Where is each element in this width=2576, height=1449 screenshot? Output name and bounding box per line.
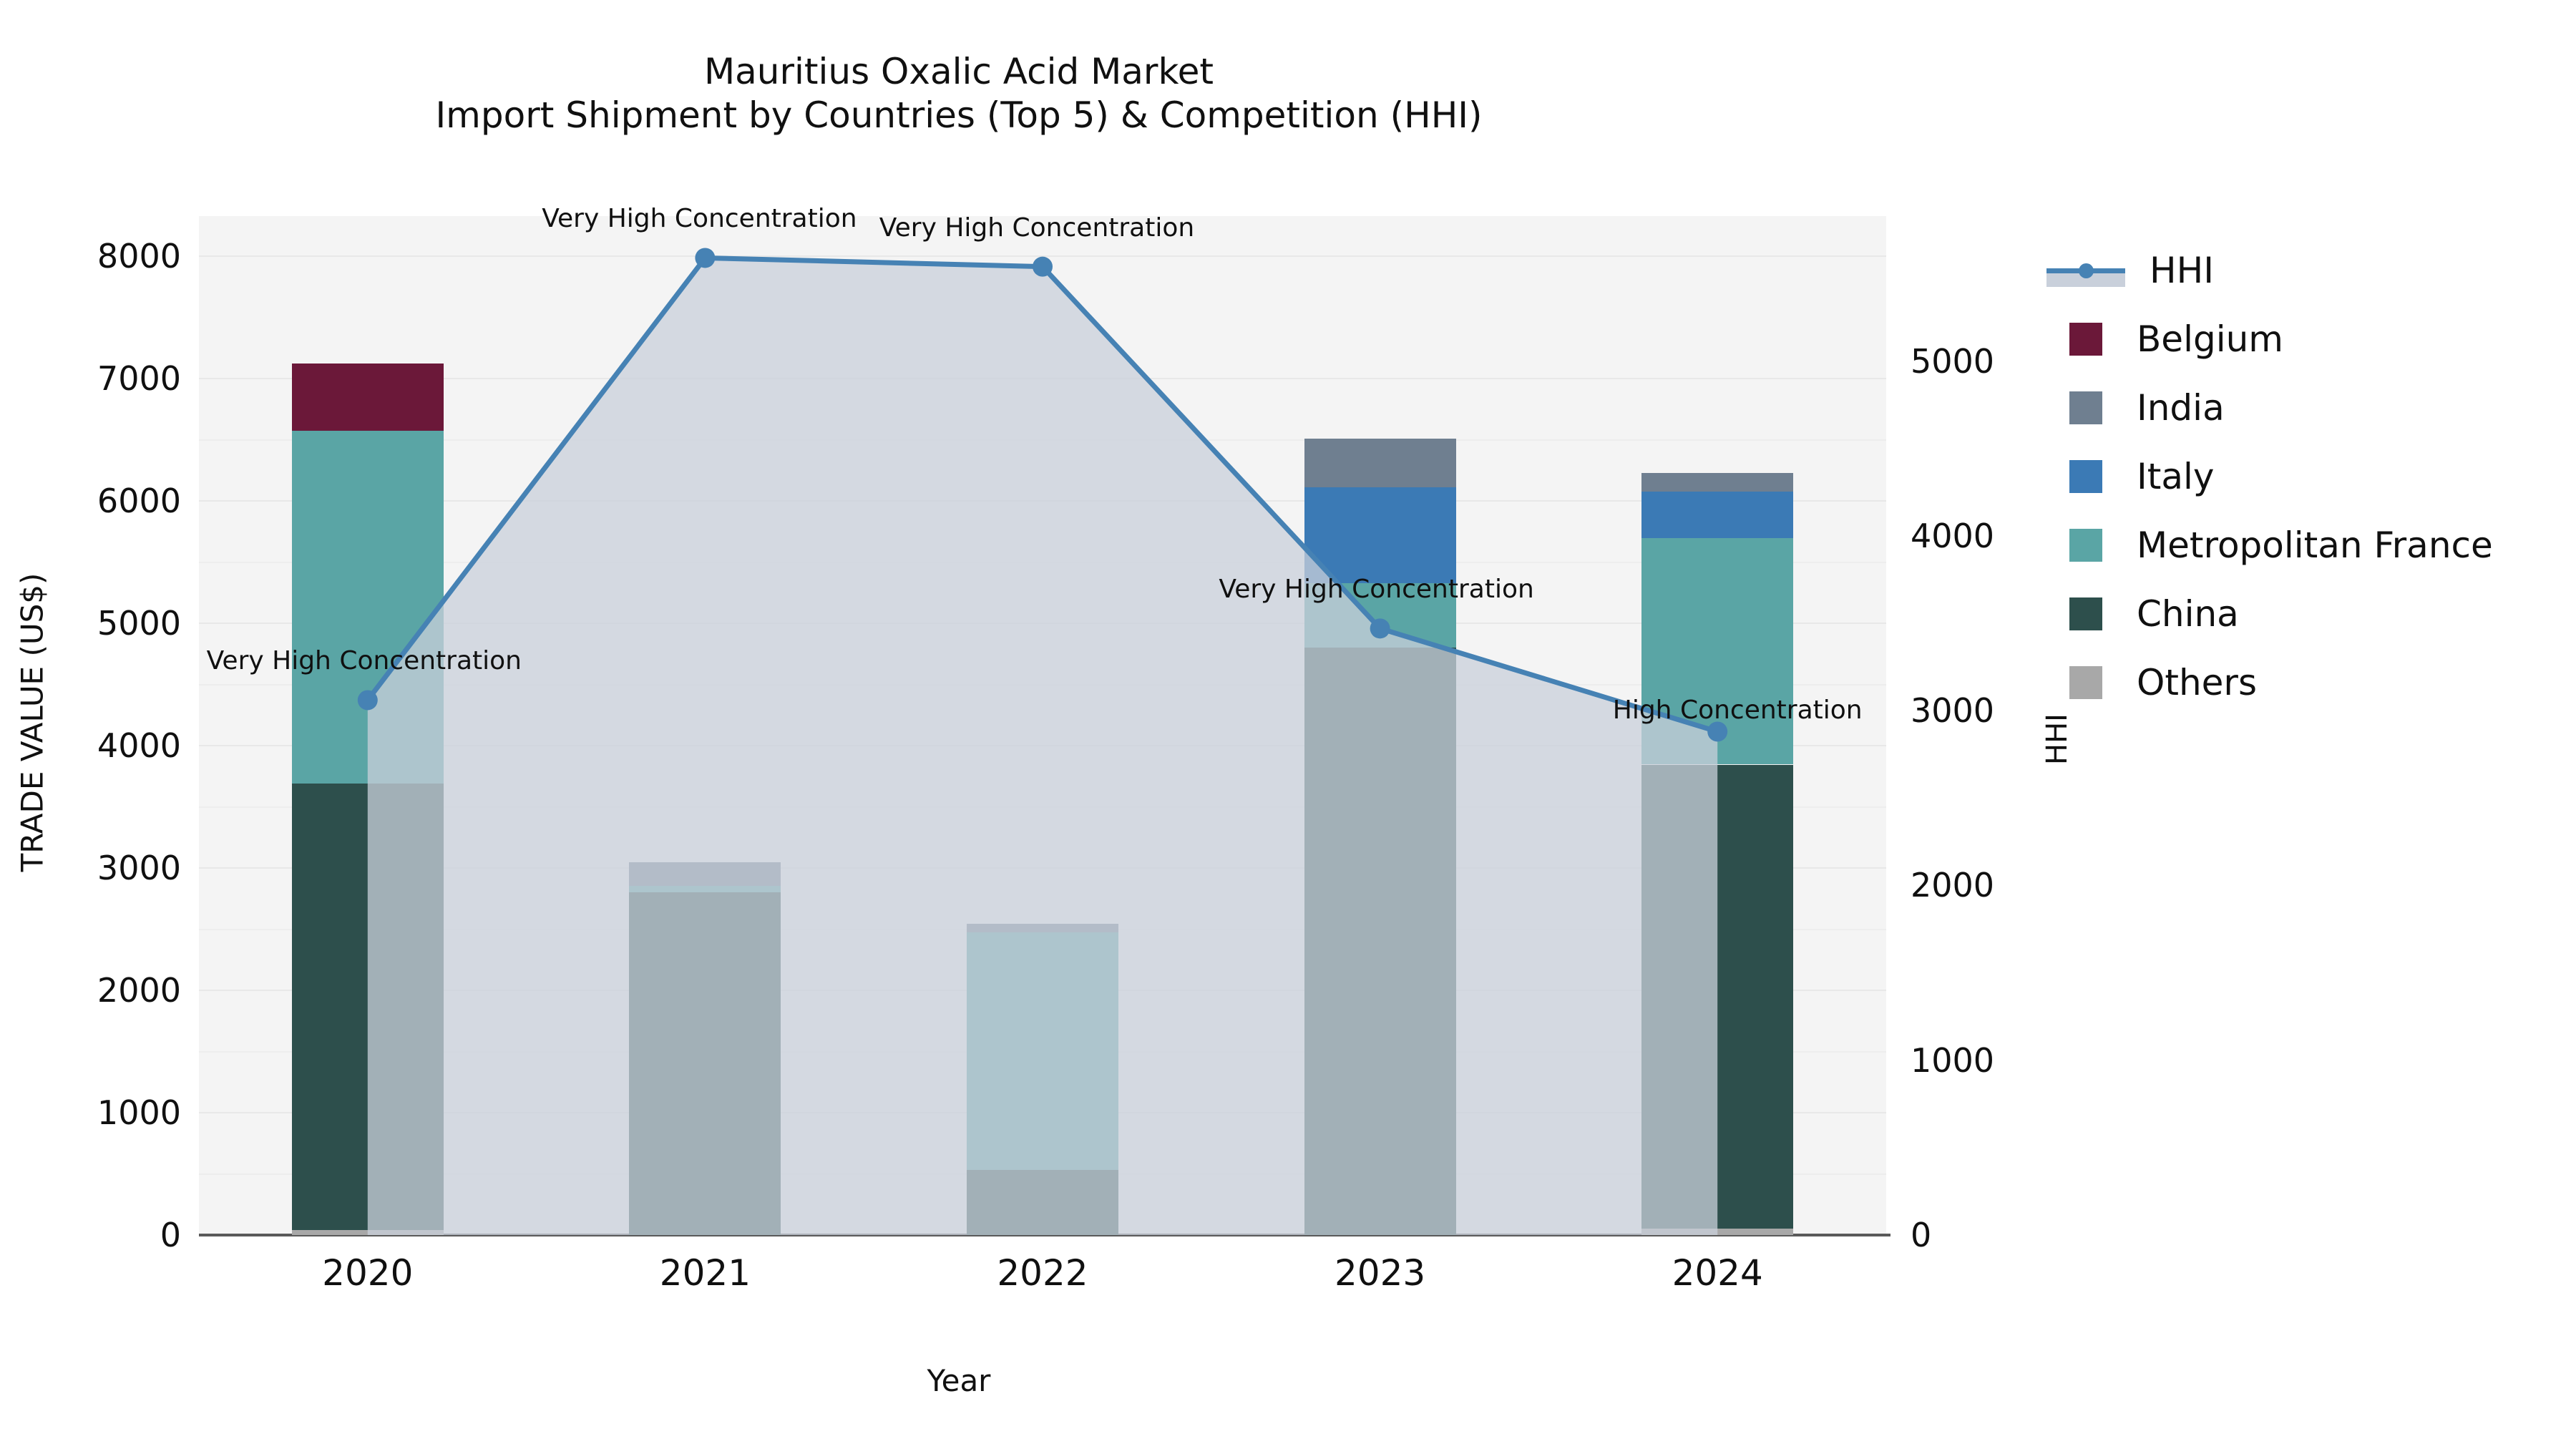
y-axis-tick-label: 1000 xyxy=(97,1093,181,1132)
y-axis-tick-label: 3000 xyxy=(97,849,181,887)
hhi-annotation: Very High Concentration xyxy=(542,204,857,234)
legend-swatch-icon xyxy=(2069,460,2102,493)
y-axis-tick-label: 2000 xyxy=(97,971,181,1010)
y-axis-tick-label: 5000 xyxy=(97,604,181,643)
legend-item[interactable]: Italy xyxy=(2046,442,2493,511)
hhi-marker[interactable] xyxy=(1033,256,1053,277)
x-axis-tick-label: 2024 xyxy=(1672,1252,1763,1294)
y2-axis-tick-label: 2000 xyxy=(1911,866,1995,905)
legend-item[interactable]: China xyxy=(2046,580,2493,648)
x-axis-tick-label: 2022 xyxy=(997,1252,1088,1294)
hhi-marker[interactable] xyxy=(357,690,378,711)
y2-axis-tick-label: 1000 xyxy=(1911,1040,1995,1080)
bar-segment[interactable] xyxy=(1641,492,1794,539)
legend-item-label: Italy xyxy=(2137,456,2215,497)
legend-swatch-icon xyxy=(2069,529,2102,562)
y2-axis-tick-label: 5000 xyxy=(1911,341,1995,381)
hhi-annotation: High Concentration xyxy=(1612,696,1863,726)
hhi-marker[interactable] xyxy=(1707,721,1728,742)
legend-item-label: Metropolitan France xyxy=(2137,525,2493,566)
x-axis-tick-label: 2021 xyxy=(659,1252,751,1294)
hhi-marker[interactable] xyxy=(1370,618,1390,639)
hhi-overlay xyxy=(357,248,1728,1235)
legend-item-label: China xyxy=(2137,593,2239,635)
hhi-area xyxy=(367,258,1718,1235)
legend-item[interactable]: India xyxy=(2046,374,2493,442)
chart-title: Mauritius Oxalic Acid Market xyxy=(703,51,1214,92)
legend-item-label: Belgium xyxy=(2137,318,2283,360)
legend-item-label: India xyxy=(2137,387,2225,429)
legend-item[interactable]: Belgium xyxy=(2046,305,2493,374)
x-axis-title: Year xyxy=(927,1363,991,1398)
legend-item-label: HHI xyxy=(2150,250,2214,291)
legend-item[interactable]: Metropolitan France xyxy=(2046,511,2493,580)
bar-segment[interactable] xyxy=(291,363,444,431)
y-axis-tick-label: 8000 xyxy=(97,237,181,275)
legend-item[interactable]: Others xyxy=(2046,648,2493,717)
x-axis-tick-label: 2023 xyxy=(1334,1252,1426,1294)
bar-segment[interactable] xyxy=(1304,487,1456,583)
x-axis-tick-label: 2020 xyxy=(322,1252,414,1294)
legend-swatch-icon xyxy=(2069,597,2102,630)
hhi-annotation: Very High Concentration xyxy=(206,646,522,676)
y-axis-tick-label: 6000 xyxy=(97,482,181,520)
gridline xyxy=(199,255,1886,257)
y-axis-tick-label: 0 xyxy=(160,1216,181,1254)
legend-swatch-icon xyxy=(2069,391,2102,424)
legend-item-label: Others xyxy=(2137,662,2258,703)
chart-subtitle: Import Shipment by Countries (Top 5) & C… xyxy=(435,94,1483,136)
chart-title-block: Mauritius Oxalic Acid Market Import Ship… xyxy=(0,50,1918,137)
hhi-marker[interactable] xyxy=(695,248,716,268)
hhi-annotation: Very High Concentration xyxy=(879,213,1195,243)
y-axis-tick-label: 7000 xyxy=(97,359,181,398)
bar-segment[interactable] xyxy=(1304,438,1456,488)
bar-segment[interactable] xyxy=(291,1230,444,1235)
legend: HHI Belgium India Italy Metropolitan France C… xyxy=(2046,236,2493,717)
bar-segment[interactable] xyxy=(1641,472,1794,492)
x-axis-line xyxy=(199,1234,1890,1236)
legend-swatch-icon xyxy=(2069,666,2102,699)
legend-item[interactable]: HHI xyxy=(2046,236,2493,305)
legend-swatch-icon xyxy=(2069,323,2102,356)
y2-axis-tick-label: 3000 xyxy=(1911,691,1995,731)
y2-axis-tick-label: 4000 xyxy=(1911,516,1995,555)
legend-line-marker-icon xyxy=(2046,254,2125,287)
y-axis-tick-label: 4000 xyxy=(97,726,181,765)
y2-axis-tick-label: 0 xyxy=(1911,1216,1932,1254)
hhi-annotation: Very High Concentration xyxy=(1219,575,1534,605)
